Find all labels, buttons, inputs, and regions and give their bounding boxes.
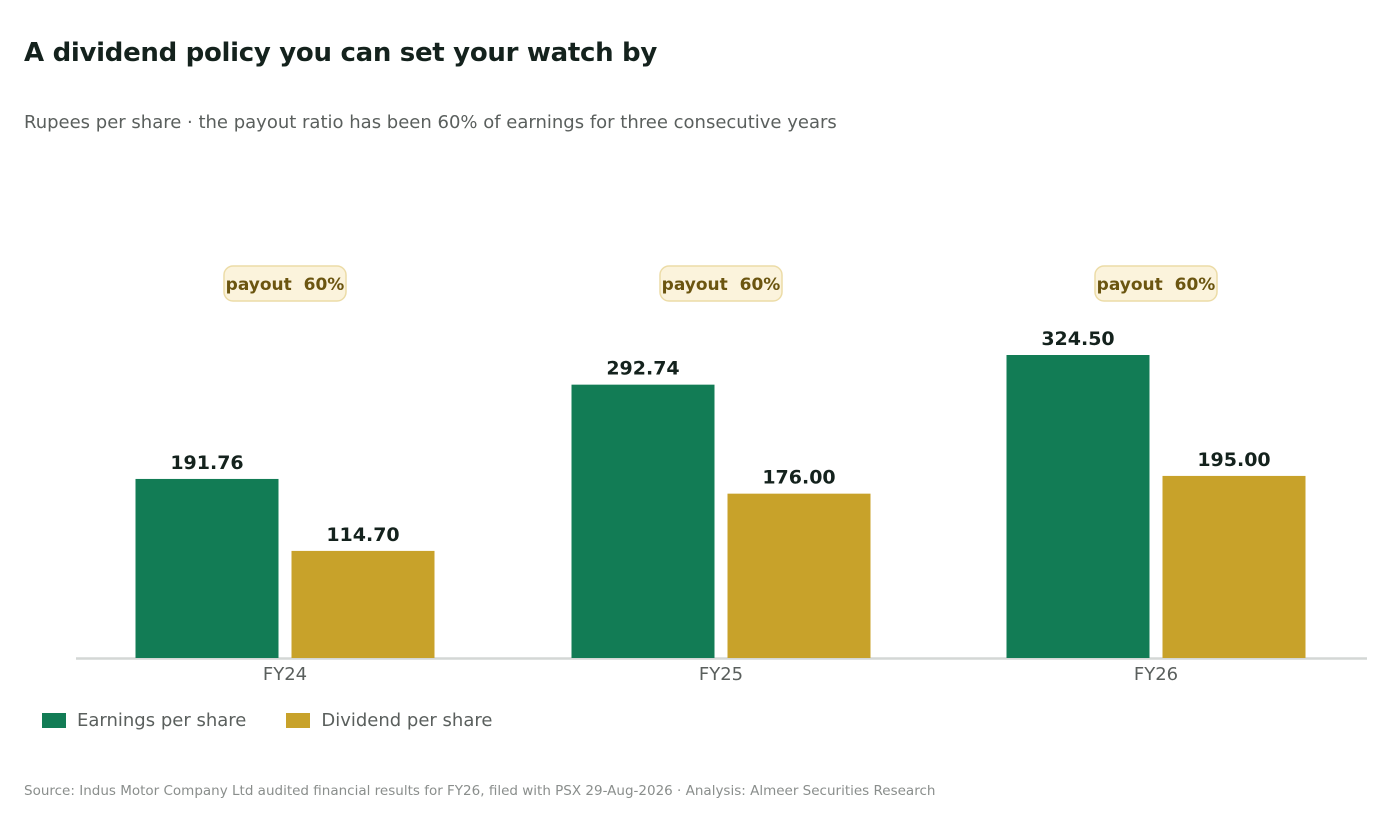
data-label-dps-fy25: 176.00	[762, 467, 835, 489]
bar-dps-fy25	[727, 493, 871, 658]
bar-dps-fy24	[291, 550, 435, 658]
x-tick-label-fy24: FY24	[263, 664, 307, 685]
payout-badge-box	[659, 265, 783, 302]
data-label-eps-fy25: 292.74	[606, 358, 679, 380]
payout-badge-box	[1094, 265, 1218, 302]
legend-swatch-earnings	[42, 713, 66, 728]
bar-eps-fy25	[571, 384, 715, 658]
payout-badge-fy26: payout 60%	[1094, 265, 1218, 302]
data-label-dps-fy24: 114.70	[326, 524, 399, 546]
legend-label-earnings: Earnings per share	[77, 710, 247, 731]
legend: Earnings per share Dividend per share	[42, 710, 492, 731]
data-label-eps-fy26: 324.50	[1041, 328, 1114, 350]
legend-swatch-dividend	[286, 713, 311, 728]
source-note: Source: Indus Motor Company Ltd audited …	[24, 783, 936, 799]
bar-dps-fy26	[1162, 475, 1306, 658]
x-tick-label-fy25: FY25	[699, 664, 743, 685]
payout-badge-box	[223, 265, 347, 302]
x-tick-label-fy26: FY26	[1134, 664, 1178, 685]
chart-subtitle: Rupees per share · the payout ratio has …	[24, 112, 837, 133]
bar-eps-fy26	[1006, 355, 1150, 658]
data-label-dps-fy26: 195.00	[1197, 449, 1270, 471]
data-label-eps-fy24: 191.76	[170, 452, 243, 474]
payout-badge-fy25: payout 60%	[659, 265, 783, 302]
legend-item-dividend: Dividend per share	[286, 710, 492, 731]
chart-title: A dividend policy you can set your watch…	[24, 38, 657, 68]
legend-label-dividend: Dividend per share	[321, 710, 493, 731]
legend-item-earnings: Earnings per share	[42, 710, 246, 731]
payout-badge-fy24: payout 60%	[223, 265, 347, 302]
bar-eps-fy24	[135, 478, 279, 658]
payout-badge-text: payout 60%	[1097, 275, 1216, 295]
payout-badge-text: payout 60%	[226, 275, 345, 295]
payout-badge-text: payout 60%	[662, 275, 781, 295]
